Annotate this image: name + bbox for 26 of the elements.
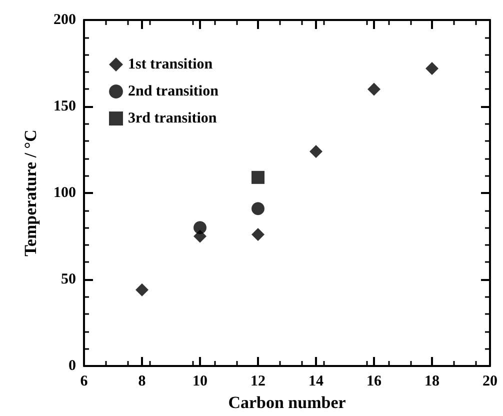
point (310, 144, 322, 158)
x-tick-label: 10 (192, 374, 208, 390)
y-tick-label: 150 (54, 98, 76, 114)
legend-label: 3rd transition (128, 110, 218, 126)
x-tick-label: 16 (366, 374, 382, 390)
point (252, 170, 264, 184)
y-tick-label: 200 (54, 12, 76, 28)
x-tick-label: 18 (424, 374, 440, 390)
x-tick-label: 6 (80, 374, 88, 390)
y-tick-label: 0 (68, 358, 76, 374)
legend-label: 2nd transition (128, 84, 220, 100)
x-tick-label: 14 (308, 374, 324, 390)
y-axis-title: Temperature / °C (21, 130, 40, 256)
point (194, 221, 206, 234)
legend-label: 1st transition (128, 56, 214, 72)
point (426, 62, 438, 75)
x-tick-label: 8 (138, 374, 146, 390)
x-tick-label: 20 (482, 374, 498, 390)
y-tick-label: 100 (54, 185, 76, 201)
point (252, 228, 264, 242)
point (136, 283, 148, 296)
x-tick-label: 12 (250, 374, 266, 390)
x-axis-title: Carbon number (228, 393, 346, 412)
point (368, 82, 380, 96)
point (252, 202, 264, 216)
y-tick-label: 50 (61, 272, 76, 288)
